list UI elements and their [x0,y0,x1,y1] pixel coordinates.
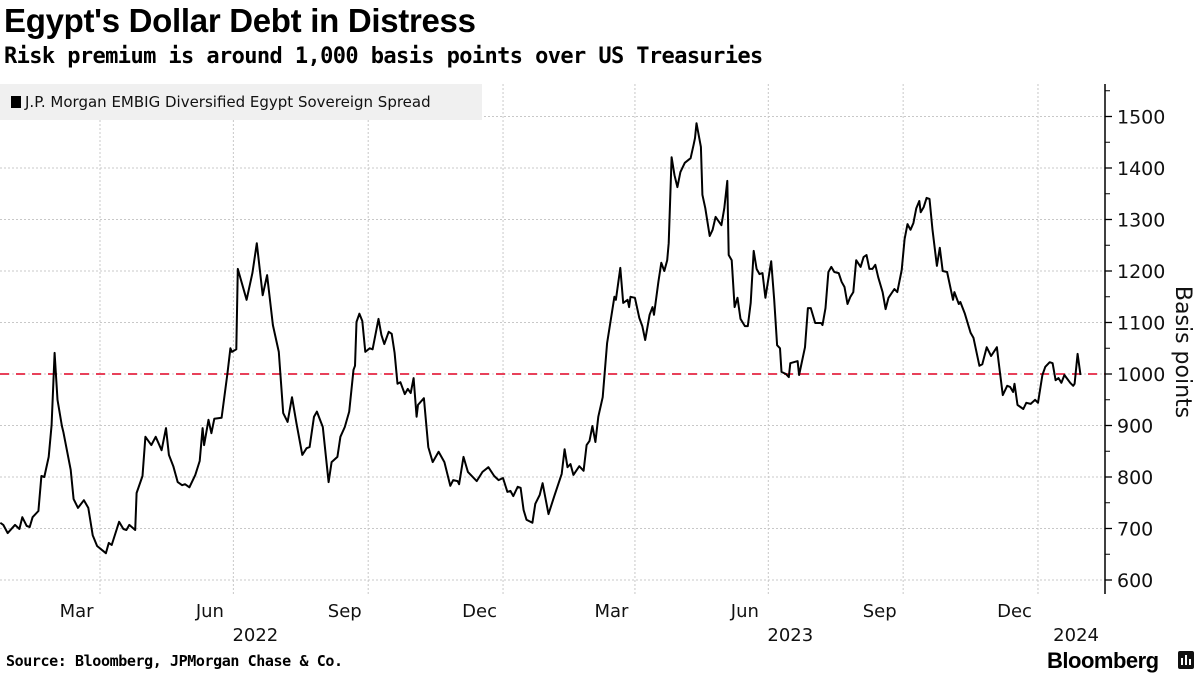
bloomberg-chart-icon [1178,651,1194,669]
legend-label: J.P. Morgan EMBIG Diversified Egypt Sove… [25,93,431,111]
x-tick-label: Sep [863,601,897,622]
x-tick-label: Mar [60,601,95,622]
y-tick-label: 700 [1117,519,1153,541]
x-year-label: 2023 [767,625,813,646]
series-line-egypt-spread [0,122,1082,555]
legend: J.P. Morgan EMBIG Diversified Egypt Sove… [0,84,482,120]
y-tick-label: 1400 [1117,158,1165,180]
chart-subtitle: Risk premium is around 1,000 basis point… [4,44,763,69]
series-group [0,122,1082,555]
y-axis: 600 700 800 900 1000 1100 1200 1300 1400 1500 [1104,84,1165,594]
x-year-label: 2022 [232,625,278,646]
y-tick-label: 1500 [1117,107,1165,129]
y-tick-label: 1100 [1117,313,1165,335]
x-tick-label: Jun [195,601,224,622]
y-tick-label: 900 [1117,416,1153,438]
x-tick-label: Sep [328,601,362,622]
x-year-label: 2024 [1053,625,1099,646]
gridlines [0,84,1105,594]
x-tick-label: Mar [595,601,630,622]
y-tick-label: 1000 [1117,364,1165,386]
bloomberg-logo: Bloomberg [1047,648,1159,673]
x-tick-label: Jun [730,601,759,622]
y-tick-label: 1200 [1117,261,1165,283]
y-tick-label: 1300 [1117,210,1165,232]
legend-swatch [11,96,21,108]
x-tick-label: Dec [462,601,497,622]
y-tick-label: 600 [1117,570,1153,592]
source-note: Source: Bloomberg, JPMorgan Chase & Co. [6,652,343,670]
y-axis-label: Basis points [1170,286,1195,418]
y-tick-label: 800 [1117,467,1153,489]
chart-title: Egypt's Dollar Debt in Distress [4,2,476,39]
x-tick-label: Dec [997,601,1032,622]
x-axis: Mar Jun Sep Dec Mar Jun Sep Dec 2022 2023 2024 [60,601,1099,646]
